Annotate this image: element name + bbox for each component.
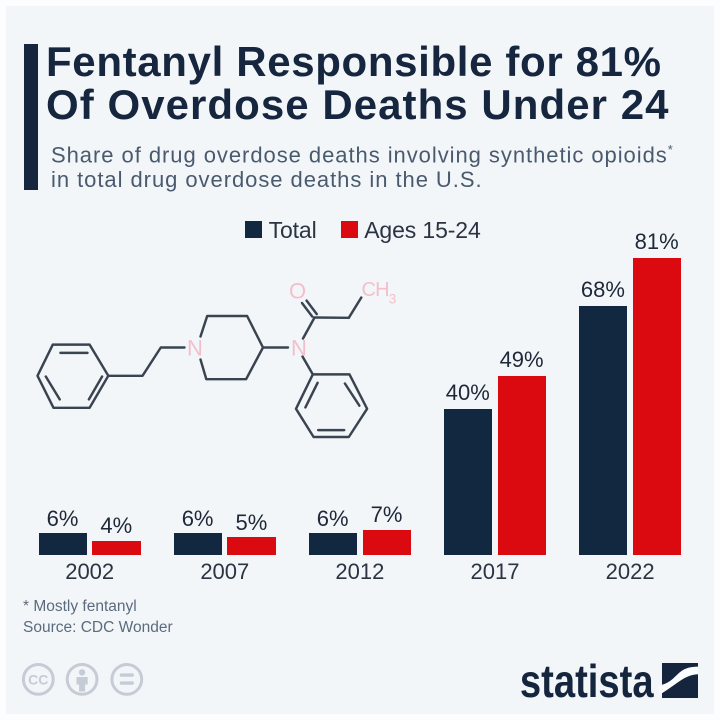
svg-text:statista: statista — [520, 655, 654, 706]
svg-text:O: O — [289, 279, 306, 304]
svg-text:N: N — [187, 336, 203, 361]
svg-text:CH3: CH3 — [362, 279, 396, 307]
svg-text:N: N — [291, 336, 307, 361]
svg-text:CC: CC — [28, 671, 48, 687]
